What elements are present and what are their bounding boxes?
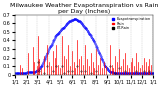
- Legend: Evapotranspiration, Rain, ET-Rain: Evapotranspiration, Rain, ET-Rain: [111, 16, 152, 31]
- Title: Milwaukee Weather Evapotranspiration vs Rain per Day (Inches): Milwaukee Weather Evapotranspiration vs …: [10, 3, 158, 14]
